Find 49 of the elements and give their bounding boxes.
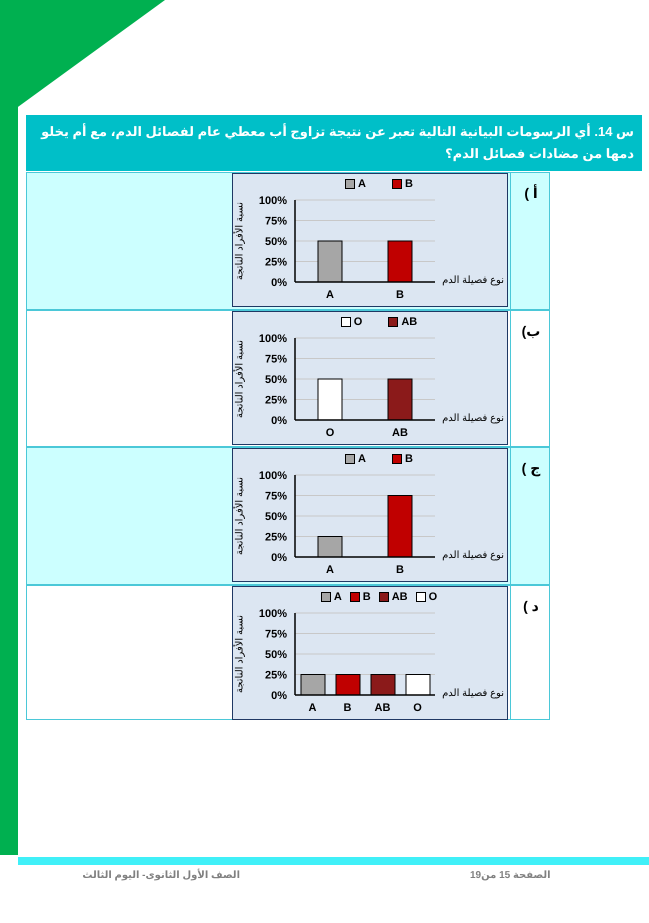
x-axis-title: نوع فصيلة الدم xyxy=(442,275,504,286)
x-axis-title: نوع فصيلة الدم xyxy=(442,550,504,561)
legend-label: O xyxy=(354,316,362,328)
x-axis-title: نوع فصيلة الدم xyxy=(442,688,504,699)
y-tick-label: 25% xyxy=(264,531,288,544)
y-tick-label: 0% xyxy=(271,552,288,564)
y-tick-label: 25% xyxy=(264,394,288,406)
y-tick-label: 50% xyxy=(264,374,288,386)
text: د ) xyxy=(523,598,539,614)
y-tick-label: 100% xyxy=(258,470,288,482)
y-tick-label: 75% xyxy=(264,628,288,640)
text: الصفحة 15 من19 xyxy=(470,870,552,881)
x-axis-title: نوع فصيلة الدم xyxy=(442,413,504,424)
legend-label: A xyxy=(334,591,342,603)
y-tick-label: 25% xyxy=(264,669,288,682)
text: ج ) xyxy=(522,460,542,477)
y-tick-label: 0% xyxy=(271,414,288,427)
y-tick-label: 50% xyxy=(264,510,288,523)
legend-label: A xyxy=(358,178,366,190)
legend-label: A xyxy=(358,453,366,465)
y-tick-label: 0% xyxy=(271,276,288,289)
y-axis-title: نسبة الأفراد الناتجة xyxy=(232,202,246,280)
y-axis-title: نسبة الأفراد الناتجة xyxy=(232,476,246,556)
legend-label: AB xyxy=(392,591,408,603)
y-tick-label: 0% xyxy=(271,690,288,702)
y-tick-label: 100% xyxy=(258,194,288,207)
text: س 14. أي الرسومات البيانية التالية تعبر عن نتيجة تزاوج أب معطي عام لفصائل الدم، مع أم يخلو دمها من مضادات فصائل الدم؟ xyxy=(26,115,642,171)
legend-label: O xyxy=(428,591,438,603)
text: ب) xyxy=(522,323,540,339)
y-tick-label: 75% xyxy=(264,215,288,228)
x-tick-label: B xyxy=(344,702,352,714)
x-tick-label: A xyxy=(308,702,317,714)
y-tick-label: 100% xyxy=(258,608,288,620)
y-tick-label: 50% xyxy=(264,236,288,248)
y-tick-label: 75% xyxy=(264,490,288,502)
x-tick-label: O xyxy=(413,702,422,714)
y-tick-label: 100% xyxy=(258,332,288,345)
legend-label: B xyxy=(362,591,371,603)
x-tick-label: AB xyxy=(374,702,390,714)
y-axis-title: نسبة الأفراد الناتجة xyxy=(232,340,246,418)
legend-label: B xyxy=(405,453,413,465)
y-tick-label: 25% xyxy=(264,256,288,268)
text: أ ) xyxy=(524,184,538,201)
y-axis-title: نسبة الأفراد الناتجة xyxy=(232,614,246,694)
y-tick-label: 50% xyxy=(264,648,288,661)
y-tick-label: 75% xyxy=(264,353,288,366)
legend-label: B xyxy=(405,178,413,190)
text: الصف الأول الثانوى- اليوم الثالث xyxy=(81,870,240,881)
legend-label: AB xyxy=(401,316,418,328)
